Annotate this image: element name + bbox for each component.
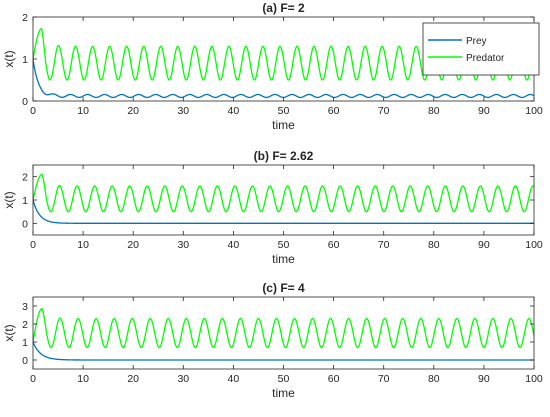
x-tick-label: 70 — [378, 373, 390, 385]
y-tick-label: 0 — [22, 355, 28, 367]
chart-title: (c) F= 4 — [262, 281, 305, 295]
x-axis-label: time — [272, 252, 295, 266]
y-axis-label: x(t) — [2, 50, 16, 67]
x-tick-label: 100 — [525, 239, 543, 251]
y-tick-label: 0 — [22, 96, 28, 108]
x-tick-label: 40 — [228, 105, 240, 117]
y-tick-label: 0 — [22, 218, 28, 230]
x-tick-label: 50 — [278, 105, 290, 117]
x-tick-label: 40 — [228, 239, 240, 251]
x-tick-label: 20 — [127, 373, 139, 385]
x-tick-label: 70 — [378, 105, 390, 117]
legend-label-predator: Predator — [466, 53, 505, 64]
x-tick-label: 100 — [525, 105, 543, 117]
series-line-prey — [33, 199, 534, 224]
x-tick-label: 60 — [328, 239, 340, 251]
x-tick-label: 0 — [30, 373, 36, 385]
y-tick-label: 1 — [22, 195, 28, 207]
x-axis-label: time — [272, 386, 295, 400]
series-line-prey — [33, 341, 534, 361]
x-tick-label: 30 — [177, 105, 189, 117]
y-tick-label: 2 — [22, 319, 28, 331]
x-tick-label: 60 — [328, 105, 340, 117]
x-tick-label: 30 — [177, 373, 189, 385]
x-tick-label: 10 — [77, 239, 89, 251]
x-tick-label: 90 — [478, 105, 490, 117]
x-tick-label: 50 — [278, 239, 290, 251]
y-axis-label: x(t) — [2, 191, 16, 208]
x-tick-label: 100 — [525, 373, 543, 385]
x-tick-label: 90 — [478, 373, 490, 385]
x-tick-label: 0 — [30, 105, 36, 117]
x-tick-label: 10 — [77, 105, 89, 117]
y-tick-label: 1 — [22, 54, 28, 66]
y-tick-label: 2 — [22, 172, 28, 184]
x-tick-label: 80 — [428, 239, 440, 251]
x-tick-label: 10 — [77, 373, 89, 385]
series-group — [33, 307, 534, 361]
x-tick-label: 90 — [478, 239, 490, 251]
y-tick-label: 3 — [22, 301, 28, 313]
x-tick-label: 20 — [127, 239, 139, 251]
x-tick-label: 80 — [428, 373, 440, 385]
axes-box — [32, 296, 535, 370]
x-tick-label: 80 — [428, 105, 440, 117]
x-tick-label: 0 — [30, 239, 36, 251]
chart-panel-3: 0 10 20 30 40 50 60 70 80 90 100 0 1 2 3 (c) F= 4 time x(… — [2, 281, 543, 400]
series-group — [33, 173, 534, 224]
x-tick-label: 50 — [278, 373, 290, 385]
y-tick-label: 2 — [22, 12, 28, 24]
legend: Prey Predator — [422, 22, 540, 76]
chart-title: (b) F= 2.62 — [254, 149, 314, 163]
x-axis-label: time — [272, 118, 295, 132]
series-line-predator — [33, 307, 534, 349]
legend-box — [422, 22, 540, 76]
chart-panel-1: 0 10 20 30 40 50 60 70 80 90 100 0 1 2 (a) F= 2 time x(t… — [2, 1, 543, 132]
x-tick-label: 40 — [228, 373, 240, 385]
x-tick-label: 60 — [328, 373, 340, 385]
x-tick-label: 70 — [378, 239, 390, 251]
series-line-predator — [33, 173, 534, 213]
legend-label-prey: Prey — [466, 36, 487, 47]
y-axis-label: x(t) — [2, 324, 16, 341]
x-tick-label: 20 — [127, 105, 139, 117]
chart-panel-2: 0 10 20 30 40 50 60 70 80 90 100 0 1 2 (b) F= 2.62 time… — [2, 149, 543, 266]
chart-title: (a) F= 2 — [262, 1, 305, 15]
y-tick-label: 1 — [22, 337, 28, 349]
x-tick-label: 30 — [177, 239, 189, 251]
